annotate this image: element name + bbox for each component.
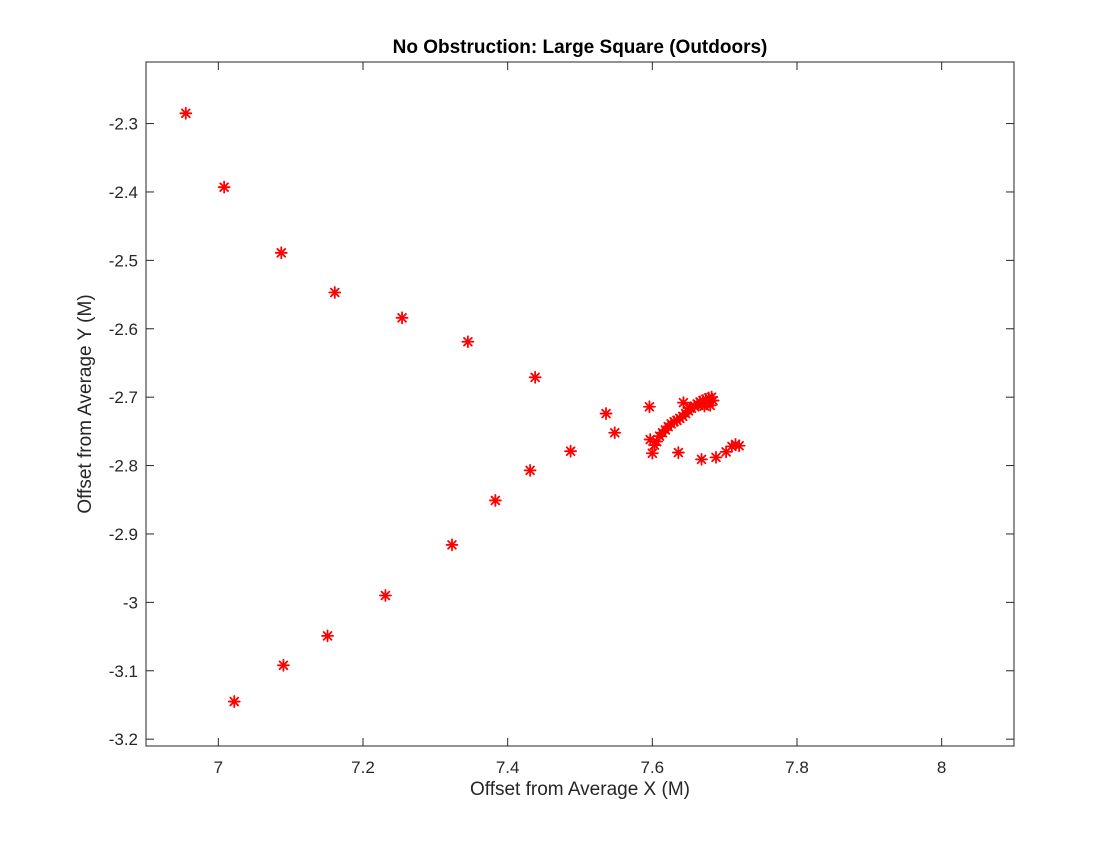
data-point bbox=[643, 400, 656, 414]
y-tick-label: -2.4 bbox=[109, 183, 138, 202]
y-tick-label: -3 bbox=[123, 593, 138, 612]
y-tick-label: -2.5 bbox=[109, 251, 138, 270]
x-tick-label: 7 bbox=[214, 758, 223, 777]
data-point bbox=[671, 446, 685, 459]
data-point bbox=[445, 538, 459, 552]
plot-box bbox=[145, 61, 1015, 747]
data-point bbox=[528, 370, 542, 384]
y-tick-label: -3.1 bbox=[109, 662, 138, 681]
data-point bbox=[683, 401, 697, 415]
data-point bbox=[227, 695, 241, 708]
x-tick-label: 7.4 bbox=[496, 758, 520, 777]
data-point bbox=[645, 446, 659, 460]
data-point bbox=[379, 589, 392, 602]
data-point bbox=[321, 629, 334, 643]
data-point bbox=[328, 286, 342, 299]
data-point bbox=[217, 180, 231, 194]
y-tick-label: -2.3 bbox=[109, 115, 138, 134]
y-tick-label: -2.9 bbox=[109, 525, 138, 544]
x-axis-ticks: 7 7.2 7.4 7.6 7.8 8 bbox=[214, 62, 946, 777]
x-tick-label: 7.2 bbox=[351, 758, 375, 777]
y-tick-label: -2.7 bbox=[109, 388, 138, 407]
data-point bbox=[274, 246, 288, 260]
chart-title: No Obstruction: Large Square (Outdoors) bbox=[393, 37, 768, 58]
data-point bbox=[599, 407, 613, 420]
data-point bbox=[732, 439, 746, 453]
y-tick-label: -3.2 bbox=[109, 730, 138, 749]
data-point bbox=[608, 426, 622, 440]
data-point bbox=[695, 453, 708, 466]
data-point bbox=[709, 450, 723, 464]
y-axis-ticks: -2.3 -2.4 -2.5 -2.6 -2.7 -2.8 -2.9 -3 -3.1 -3.2 bbox=[109, 115, 1014, 749]
data-point bbox=[395, 311, 409, 325]
x-axis-label: Offset from Average X (M) bbox=[470, 779, 690, 800]
data-point bbox=[277, 658, 290, 672]
data-point bbox=[692, 398, 706, 412]
data-point bbox=[564, 444, 577, 458]
y-axis-label: Offset from Average Y (M) bbox=[75, 294, 96, 513]
data-point bbox=[488, 494, 502, 507]
x-tick-label: 8 bbox=[937, 758, 946, 777]
data-point bbox=[523, 463, 537, 477]
data-point bbox=[461, 335, 475, 349]
data-points bbox=[179, 106, 746, 708]
data-point bbox=[677, 396, 690, 410]
y-tick-label: -2.6 bbox=[109, 320, 138, 339]
y-tick-label: -2.8 bbox=[109, 457, 138, 476]
data-point bbox=[179, 106, 193, 120]
x-tick-label: 7.8 bbox=[785, 758, 809, 777]
x-tick-label: 7.6 bbox=[641, 758, 665, 777]
plot-background bbox=[146, 62, 1014, 746]
